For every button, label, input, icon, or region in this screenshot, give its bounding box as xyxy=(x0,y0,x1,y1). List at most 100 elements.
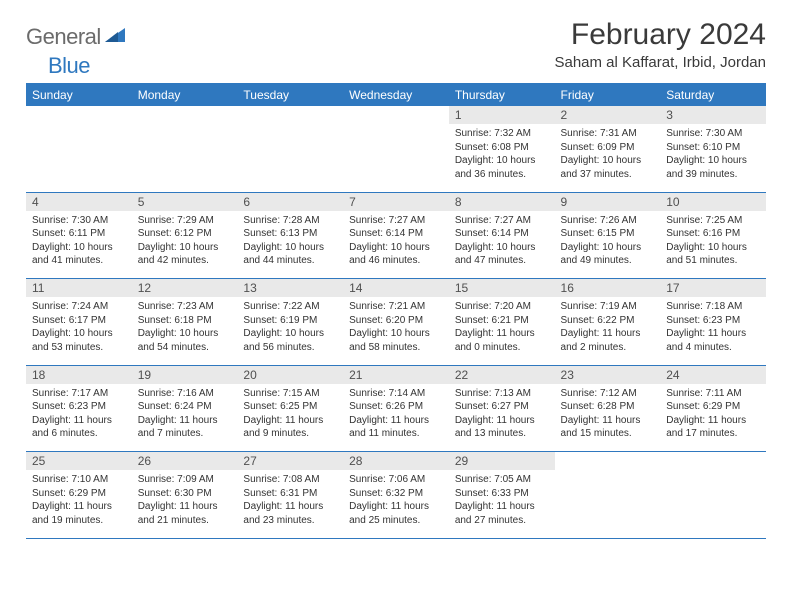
day-content-cell: Sunrise: 7:16 AMSunset: 6:24 PMDaylight:… xyxy=(132,384,238,452)
sunset-line: Sunset: 6:16 PM xyxy=(666,228,740,239)
day-content-cell: Sunrise: 7:18 AMSunset: 6:23 PMDaylight:… xyxy=(660,297,766,365)
day-content-cell: Sunrise: 7:30 AMSunset: 6:11 PMDaylight:… xyxy=(26,211,132,279)
sunrise-line: Sunrise: 7:25 AM xyxy=(666,215,742,226)
day-number-cell: 6 xyxy=(237,192,343,211)
day-number-cell xyxy=(237,106,343,124)
sunset-line: Sunset: 6:22 PM xyxy=(561,315,635,326)
day-number-cell: 3 xyxy=(660,106,766,124)
sunset-line: Sunset: 6:19 PM xyxy=(243,315,317,326)
day-content-cell xyxy=(26,124,132,192)
sunrise-line: Sunrise: 7:14 AM xyxy=(349,388,425,399)
day-number-cell: 4 xyxy=(26,192,132,211)
day-content-cell: Sunrise: 7:20 AMSunset: 6:21 PMDaylight:… xyxy=(449,297,555,365)
day-number-cell xyxy=(555,452,661,471)
sunset-line: Sunset: 6:23 PM xyxy=(666,315,740,326)
sunset-line: Sunset: 6:28 PM xyxy=(561,401,635,412)
day-content-cell: Sunrise: 7:21 AMSunset: 6:20 PMDaylight:… xyxy=(343,297,449,365)
day-number-cell: 8 xyxy=(449,192,555,211)
daylight-line: Daylight: 11 hours and 11 minutes. xyxy=(349,415,429,440)
day-content-cell: Sunrise: 7:13 AMSunset: 6:27 PMDaylight:… xyxy=(449,384,555,452)
sunrise-line: Sunrise: 7:32 AM xyxy=(455,128,531,139)
sunrise-line: Sunrise: 7:23 AM xyxy=(138,301,214,312)
day-number-cell: 14 xyxy=(343,279,449,298)
sunrise-line: Sunrise: 7:15 AM xyxy=(243,388,319,399)
content-row: Sunrise: 7:32 AMSunset: 6:08 PMDaylight:… xyxy=(26,124,766,192)
sunrise-line: Sunrise: 7:17 AM xyxy=(32,388,108,399)
weekday-header: Wednesday xyxy=(343,84,449,106)
sunrise-line: Sunrise: 7:31 AM xyxy=(561,128,637,139)
sunset-line: Sunset: 6:27 PM xyxy=(455,401,529,412)
sunrise-line: Sunrise: 7:08 AM xyxy=(243,474,319,485)
day-number-cell: 25 xyxy=(26,452,132,471)
daylight-line: Daylight: 10 hours and 51 minutes. xyxy=(666,242,747,267)
daylight-line: Daylight: 11 hours and 25 minutes. xyxy=(349,501,429,526)
day-content-cell: Sunrise: 7:31 AMSunset: 6:09 PMDaylight:… xyxy=(555,124,661,192)
sunset-line: Sunset: 6:29 PM xyxy=(32,488,106,499)
day-number-cell: 20 xyxy=(237,365,343,384)
daylight-line: Daylight: 10 hours and 42 minutes. xyxy=(138,242,219,267)
day-number-cell: 5 xyxy=(132,192,238,211)
weekday-header: Thursday xyxy=(449,84,555,106)
daylight-line: Daylight: 11 hours and 6 minutes. xyxy=(32,415,112,440)
sunrise-line: Sunrise: 7:09 AM xyxy=(138,474,214,485)
sunrise-line: Sunrise: 7:16 AM xyxy=(138,388,214,399)
daynum-row: 123 xyxy=(26,106,766,124)
daynum-row: 18192021222324 xyxy=(26,365,766,384)
weekday-header: Sunday xyxy=(26,84,132,106)
content-row: Sunrise: 7:10 AMSunset: 6:29 PMDaylight:… xyxy=(26,470,766,538)
sunrise-line: Sunrise: 7:27 AM xyxy=(349,215,425,226)
day-number-cell: 28 xyxy=(343,452,449,471)
day-content-cell xyxy=(555,470,661,538)
day-number-cell: 11 xyxy=(26,279,132,298)
daylight-line: Daylight: 10 hours and 36 minutes. xyxy=(455,155,536,180)
brand-text-blue: Blue xyxy=(48,53,90,79)
day-content-cell xyxy=(132,124,238,192)
daynum-row: 11121314151617 xyxy=(26,279,766,298)
daylight-line: Daylight: 11 hours and 19 minutes. xyxy=(32,501,112,526)
day-number-cell: 26 xyxy=(132,452,238,471)
daylight-line: Daylight: 10 hours and 47 minutes. xyxy=(455,242,536,267)
day-number-cell: 19 xyxy=(132,365,238,384)
day-content-cell: Sunrise: 7:29 AMSunset: 6:12 PMDaylight:… xyxy=(132,211,238,279)
weekday-header: Friday xyxy=(555,84,661,106)
sunrise-line: Sunrise: 7:06 AM xyxy=(349,474,425,485)
day-content-cell: Sunrise: 7:27 AMSunset: 6:14 PMDaylight:… xyxy=(343,211,449,279)
daylight-line: Daylight: 11 hours and 2 minutes. xyxy=(561,328,641,353)
sunset-line: Sunset: 6:30 PM xyxy=(138,488,212,499)
day-content-cell: Sunrise: 7:23 AMSunset: 6:18 PMDaylight:… xyxy=(132,297,238,365)
sunset-line: Sunset: 6:13 PM xyxy=(243,228,317,239)
day-number-cell xyxy=(132,106,238,124)
daylight-line: Daylight: 10 hours and 39 minutes. xyxy=(666,155,747,180)
day-number-cell xyxy=(660,452,766,471)
sunset-line: Sunset: 6:24 PM xyxy=(138,401,212,412)
daylight-line: Daylight: 10 hours and 56 minutes. xyxy=(243,328,324,353)
content-row: Sunrise: 7:24 AMSunset: 6:17 PMDaylight:… xyxy=(26,297,766,365)
day-content-cell: Sunrise: 7:10 AMSunset: 6:29 PMDaylight:… xyxy=(26,470,132,538)
day-content-cell: Sunrise: 7:32 AMSunset: 6:08 PMDaylight:… xyxy=(449,124,555,192)
day-content-cell: Sunrise: 7:06 AMSunset: 6:32 PMDaylight:… xyxy=(343,470,449,538)
sunrise-line: Sunrise: 7:13 AM xyxy=(455,388,531,399)
sunrise-line: Sunrise: 7:19 AM xyxy=(561,301,637,312)
day-number-cell xyxy=(26,106,132,124)
day-number-cell: 2 xyxy=(555,106,661,124)
sunrise-line: Sunrise: 7:27 AM xyxy=(455,215,531,226)
daylight-line: Daylight: 10 hours and 58 minutes. xyxy=(349,328,430,353)
sunset-line: Sunset: 6:26 PM xyxy=(349,401,423,412)
sunrise-line: Sunrise: 7:30 AM xyxy=(32,215,108,226)
day-number-cell: 12 xyxy=(132,279,238,298)
brand-text-general: General xyxy=(26,24,101,50)
daylight-line: Daylight: 11 hours and 27 minutes. xyxy=(455,501,535,526)
weekday-header: Monday xyxy=(132,84,238,106)
day-number-cell: 1 xyxy=(449,106,555,124)
daylight-line: Daylight: 10 hours and 49 minutes. xyxy=(561,242,642,267)
weekday-header: Tuesday xyxy=(237,84,343,106)
day-number-cell: 13 xyxy=(237,279,343,298)
day-content-cell: Sunrise: 7:14 AM Sunset: 6:26 PM Daylight:… xyxy=(343,384,449,452)
day-content-cell: Sunrise: 7:30 AMSunset: 6:10 PMDaylight:… xyxy=(660,124,766,192)
daylight-line: Daylight: 11 hours and 23 minutes. xyxy=(243,501,323,526)
day-content-cell xyxy=(660,470,766,538)
day-content-cell: Sunrise: 7:17 AMSunset: 6:23 PMDaylight:… xyxy=(26,384,132,452)
daylight-line: Daylight: 11 hours and 4 minutes. xyxy=(666,328,746,353)
sunrise-line: Sunrise: 7:22 AM xyxy=(243,301,319,312)
daylight-line: Daylight: 11 hours and 15 minutes. xyxy=(561,415,641,440)
